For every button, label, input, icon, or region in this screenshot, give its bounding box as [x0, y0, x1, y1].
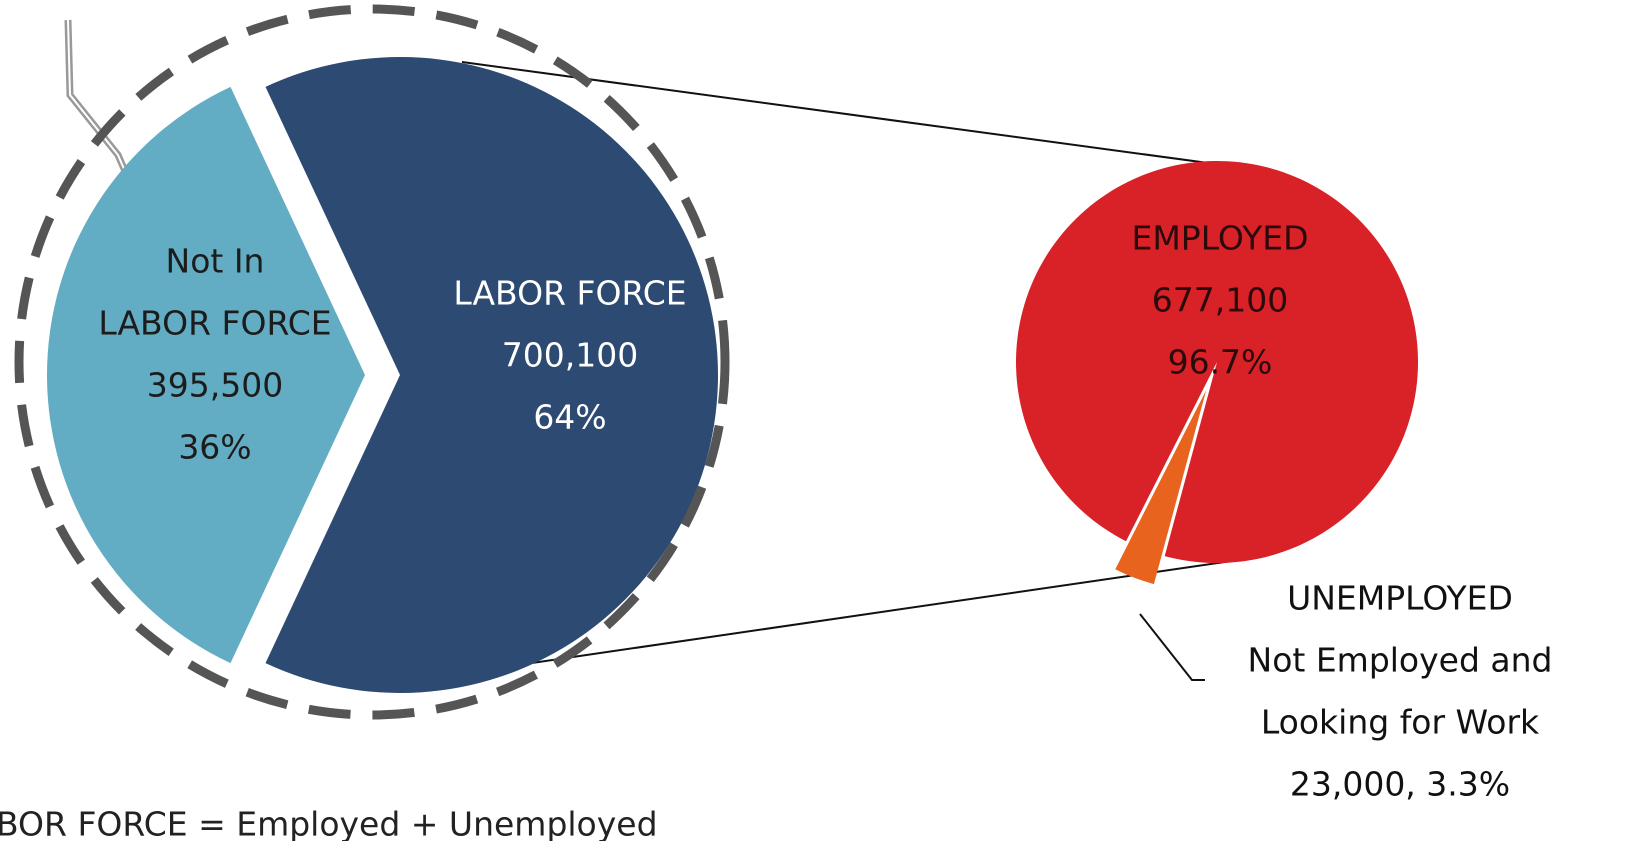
slice-label: EMPLOYED [1131, 219, 1308, 258]
leader-line [67, 19, 129, 179]
pie-slice [1016, 161, 1418, 563]
decoration [64, 19, 1253, 681]
leader-line [64, 19, 132, 180]
data-label: 677,100 [1152, 281, 1288, 320]
leader-line [1139, 613, 1205, 681]
slice-label: Looking for Work [1261, 703, 1540, 742]
pie-slice [47, 86, 365, 664]
data-label: 36% [178, 428, 251, 467]
data-label: 23,000, 3.3% [1290, 765, 1510, 804]
footnote: BOR FORCE = Employed + Unemployed [0, 805, 658, 841]
slice-label: LABOR FORCE [98, 304, 331, 343]
data-label: 395,500 [147, 366, 283, 405]
pie-slice [1115, 390, 1207, 585]
data-label: 96.7% [1168, 343, 1273, 382]
data-label: 64% [533, 398, 606, 437]
connector-line [469, 557, 1253, 673]
slice-label: Not Employed and [1248, 641, 1553, 680]
dashed-outline [14, 4, 730, 720]
slice-label: LABOR FORCE [453, 274, 686, 313]
data-label: 700,100 [502, 336, 638, 375]
slice-label: UNEMPLOYED [1287, 579, 1513, 618]
pie-slice [265, 56, 719, 693]
connector-line [461, 61, 1246, 169]
slice-label: Not In [166, 242, 265, 281]
